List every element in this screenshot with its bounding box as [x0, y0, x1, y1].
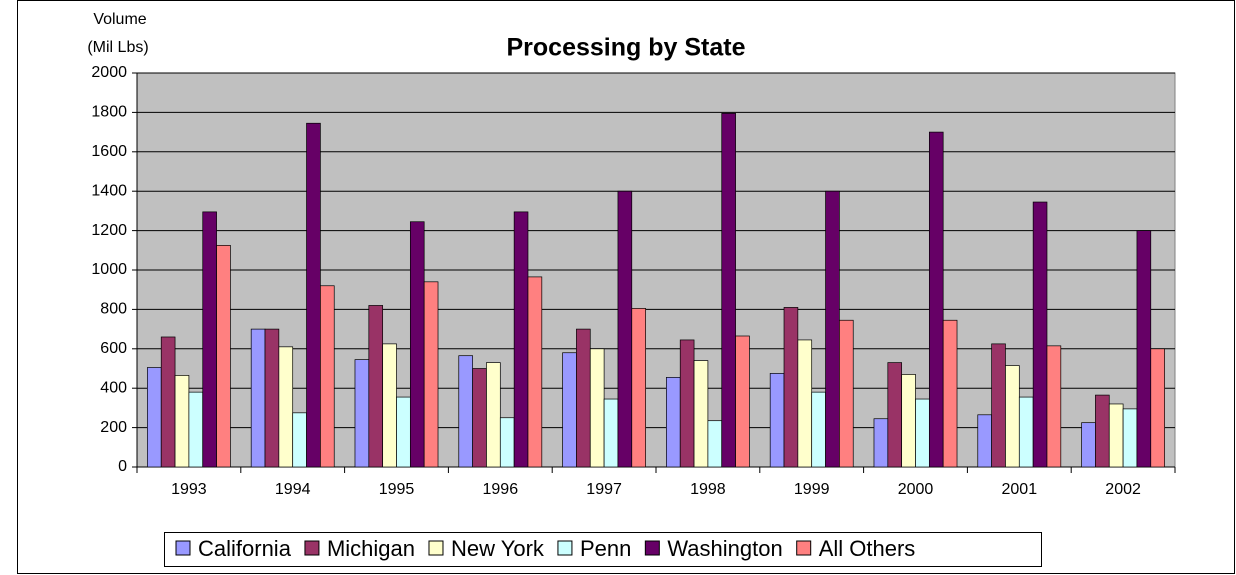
bar: [458, 355, 473, 468]
bar: [486, 362, 501, 468]
y-axis-label: (Mil Lbs): [87, 39, 148, 56]
legend-label: Penn: [580, 536, 631, 561]
bar: [202, 211, 217, 468]
bar: [174, 375, 190, 468]
bar: [1150, 348, 1165, 468]
bar: [278, 346, 294, 468]
bar: [928, 131, 944, 468]
bar: [991, 343, 1006, 468]
bar: [873, 418, 889, 468]
bar: [513, 211, 529, 468]
bar: [735, 335, 750, 468]
bar: [527, 276, 543, 468]
bar: [721, 113, 736, 468]
bar: [354, 359, 370, 468]
bar: [188, 391, 204, 468]
bar: [631, 308, 646, 468]
bar: [382, 343, 397, 468]
bar: [160, 336, 176, 468]
bar: [1032, 201, 1048, 468]
bar: [1046, 345, 1062, 468]
legend-swatch: [796, 540, 812, 556]
bar: [783, 307, 799, 468]
bar: [396, 396, 411, 468]
bar: [409, 221, 425, 468]
y-tick-label: 1600: [91, 143, 127, 160]
x-tick-label: 2002: [1105, 481, 1141, 498]
bar: [797, 339, 813, 468]
bar: [679, 339, 695, 468]
bar: [562, 352, 577, 468]
chart-title: Processing by State: [507, 34, 746, 62]
legend-swatch: [428, 540, 444, 556]
y-tick-label: 1000: [91, 261, 127, 278]
legend-label: Michigan: [327, 536, 415, 561]
x-tick-label: 1994: [275, 481, 311, 498]
legend-swatch: [644, 540, 660, 556]
bar: [603, 398, 619, 468]
x-tick-label: 1997: [586, 481, 622, 498]
bar: [769, 373, 785, 468]
bar: [1108, 403, 1124, 468]
bar: [977, 414, 992, 468]
y-tick-label: 0: [118, 458, 127, 475]
bar: [666, 377, 681, 468]
x-tick-label: 1999: [794, 481, 830, 498]
y-axis-label: Volume: [93, 11, 146, 28]
bar: [1136, 230, 1152, 468]
bar: [499, 417, 515, 468]
bar: [811, 391, 826, 468]
legend-label: Washington: [667, 536, 782, 561]
bar: [423, 281, 439, 468]
legend-label: All Others: [819, 536, 916, 561]
y-tick-label: 200: [100, 419, 127, 436]
y-tick-label: 1200: [91, 222, 127, 239]
bar: [617, 190, 633, 468]
legend-swatch: [304, 540, 320, 556]
bar: [216, 245, 231, 468]
bar: [250, 328, 266, 468]
bar: [942, 319, 958, 468]
bar: [707, 420, 723, 468]
legend-swatch: [557, 540, 573, 556]
legend-label: New York: [451, 536, 545, 561]
bar: [887, 362, 903, 468]
bar: [306, 122, 321, 468]
y-tick-label: 1800: [91, 104, 127, 121]
bar: [839, 319, 854, 468]
x-tick-label: 2001: [1002, 481, 1038, 498]
legend-swatch: [175, 540, 191, 556]
bar: [693, 360, 709, 468]
bar: [1081, 422, 1096, 468]
bar: [292, 412, 307, 468]
x-tick-label: 1998: [690, 481, 726, 498]
bar: [147, 367, 162, 468]
x-tick-label: 1995: [379, 481, 415, 498]
y-tick-label: 800: [100, 301, 127, 318]
x-tick-label: 2000: [898, 481, 934, 498]
bar: [915, 398, 930, 468]
y-tick-label: 2000: [91, 64, 127, 81]
bar: [825, 190, 840, 468]
bar: [264, 328, 280, 468]
y-tick-label: 600: [100, 340, 127, 357]
bar: [320, 285, 335, 468]
y-tick-label: 1400: [91, 182, 127, 199]
x-tick-label: 1993: [171, 481, 207, 498]
bar: [368, 305, 384, 468]
bar: [1095, 394, 1110, 468]
x-tick-label: 1996: [483, 481, 519, 498]
legend-label: California: [198, 536, 292, 561]
bar: [472, 368, 487, 468]
bar: [901, 374, 916, 468]
bar: [1018, 396, 1034, 468]
bar: [589, 348, 605, 468]
bar: [1122, 408, 1138, 468]
bar: [1005, 365, 1020, 468]
y-tick-label: 400: [100, 379, 127, 396]
bar: [576, 328, 591, 468]
